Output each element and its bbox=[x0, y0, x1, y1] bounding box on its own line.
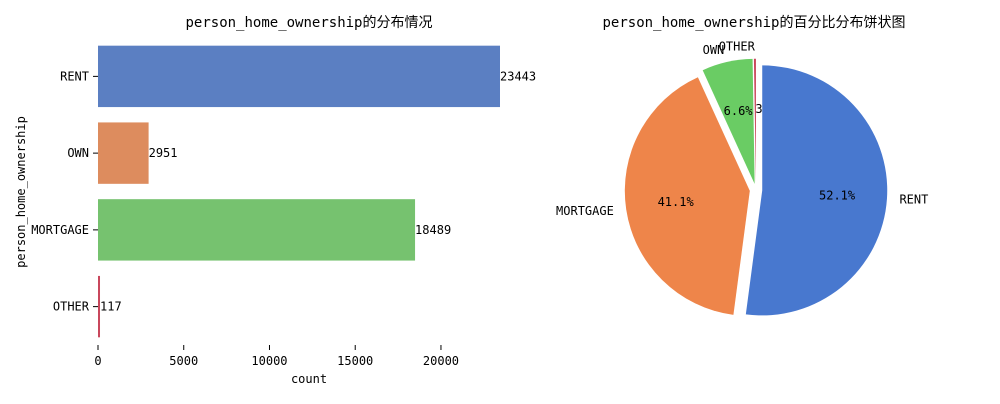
bar-chart-title: person_home_ownership的分布情况 bbox=[185, 15, 432, 31]
pie-percent-own: 6.6% bbox=[724, 104, 754, 118]
pie-slice-other bbox=[753, 58, 756, 184]
bar-chart-xlabel: count bbox=[291, 372, 327, 386]
bar-own bbox=[98, 122, 149, 184]
pie-label-rent: RENT bbox=[899, 192, 928, 206]
bar-x-tick-label: 20000 bbox=[423, 354, 459, 368]
bar-other bbox=[98, 275, 101, 338]
bar-data-label: 117 bbox=[100, 300, 122, 314]
bar-x-ticks: 0 5000 10000 15000 20000 bbox=[94, 345, 459, 368]
bar-x-tick-label: 5000 bbox=[169, 354, 198, 368]
pie-slice-own bbox=[702, 58, 755, 184]
pie-label-other: OTHER bbox=[719, 39, 756, 53]
bar-data-label: 23443 bbox=[500, 69, 536, 83]
bar-chart: person_home_ownership的分布情况 count person_… bbox=[14, 15, 536, 386]
bar-rent bbox=[98, 45, 500, 108]
bar-x-tick-label: 10000 bbox=[251, 354, 287, 368]
pie-percent-mortgage: 41.1% bbox=[658, 195, 695, 209]
bar-chart-ylabel: person_home_ownership bbox=[14, 116, 28, 268]
pie-percent-rent: 52.1% bbox=[819, 188, 856, 202]
bar-y-tick-label: MORTGAGE bbox=[31, 223, 89, 237]
bar-y-tick-label: OTHER bbox=[53, 300, 90, 314]
pie-label-mortgage: MORTGAGE bbox=[556, 204, 614, 218]
bar-y-tick-label: RENT bbox=[60, 69, 89, 83]
pie-slice-mortgage bbox=[624, 77, 750, 315]
bar-marks: RENT 23443 OWN 2951 MORTGAGE 18489 OTHER 117 bbox=[31, 45, 536, 338]
bar-data-label: 18489 bbox=[415, 223, 451, 237]
pie-label-own: OWN bbox=[703, 43, 725, 57]
bar-x-tick-label: 0 bbox=[94, 354, 101, 368]
bar-y-tick-label: OWN bbox=[67, 146, 89, 160]
pie-slice-rent bbox=[745, 65, 888, 316]
bar-data-label: 2951 bbox=[149, 146, 178, 160]
bar-x-tick-label: 15000 bbox=[337, 354, 373, 368]
bar-mortgage bbox=[98, 199, 416, 261]
pie-chart-title: person_home_ownership的百分比分布饼状图 bbox=[602, 15, 905, 31]
pie-chart: person_home_ownership的百分比分布饼状图 OTHER0.3%… bbox=[556, 15, 928, 316]
